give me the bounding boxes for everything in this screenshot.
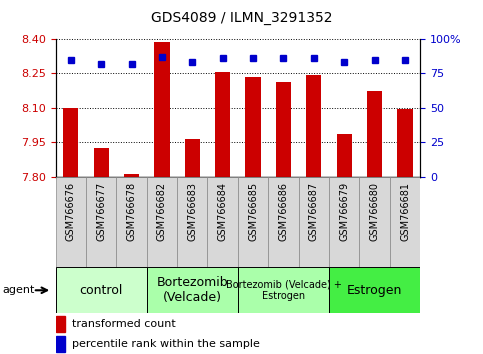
Bar	[390, 177, 420, 267]
Bar	[56, 337, 65, 352]
Bar	[56, 177, 86, 267]
Bar	[306, 75, 322, 177]
Bar	[56, 316, 65, 332]
Bar	[268, 177, 298, 267]
Bar	[63, 108, 78, 177]
Text: GSM766676: GSM766676	[66, 182, 76, 241]
Bar	[116, 177, 147, 267]
Text: GSM766682: GSM766682	[157, 182, 167, 241]
Bar	[177, 177, 208, 267]
Bar	[124, 173, 139, 177]
Bar	[215, 72, 230, 177]
Text: agent: agent	[2, 285, 35, 295]
Text: GSM766684: GSM766684	[218, 182, 227, 240]
Text: GSM766686: GSM766686	[279, 182, 288, 240]
Bar	[56, 267, 147, 313]
Bar	[94, 148, 109, 177]
Bar	[147, 177, 177, 267]
Bar	[337, 135, 352, 177]
Bar	[329, 267, 420, 313]
Bar	[238, 267, 329, 313]
Text: Estrogen: Estrogen	[347, 284, 402, 297]
Bar	[298, 177, 329, 267]
Bar	[147, 267, 238, 313]
Text: GDS4089 / ILMN_3291352: GDS4089 / ILMN_3291352	[151, 11, 332, 25]
Bar	[367, 91, 382, 177]
Bar	[329, 177, 359, 267]
Text: GSM766679: GSM766679	[339, 182, 349, 241]
Text: GSM766680: GSM766680	[369, 182, 380, 240]
Text: percentile rank within the sample: percentile rank within the sample	[72, 339, 260, 349]
Text: Bortezomib (Velcade) +
Estrogen: Bortezomib (Velcade) + Estrogen	[226, 279, 341, 301]
Bar	[398, 109, 412, 177]
Text: Bortezomib
(Velcade): Bortezomib (Velcade)	[156, 276, 228, 304]
Bar	[238, 177, 268, 267]
Text: control: control	[79, 284, 123, 297]
Bar	[359, 177, 390, 267]
Bar	[154, 42, 170, 177]
Bar	[276, 81, 291, 177]
Bar	[86, 177, 116, 267]
Text: transformed count: transformed count	[72, 319, 176, 329]
Bar	[245, 77, 261, 177]
Bar	[185, 139, 200, 177]
Text: GSM766685: GSM766685	[248, 182, 258, 241]
Text: GSM766681: GSM766681	[400, 182, 410, 240]
Text: GSM766677: GSM766677	[96, 182, 106, 241]
Bar	[208, 177, 238, 267]
Text: GSM766687: GSM766687	[309, 182, 319, 241]
Text: GSM766678: GSM766678	[127, 182, 137, 241]
Text: GSM766683: GSM766683	[187, 182, 197, 240]
